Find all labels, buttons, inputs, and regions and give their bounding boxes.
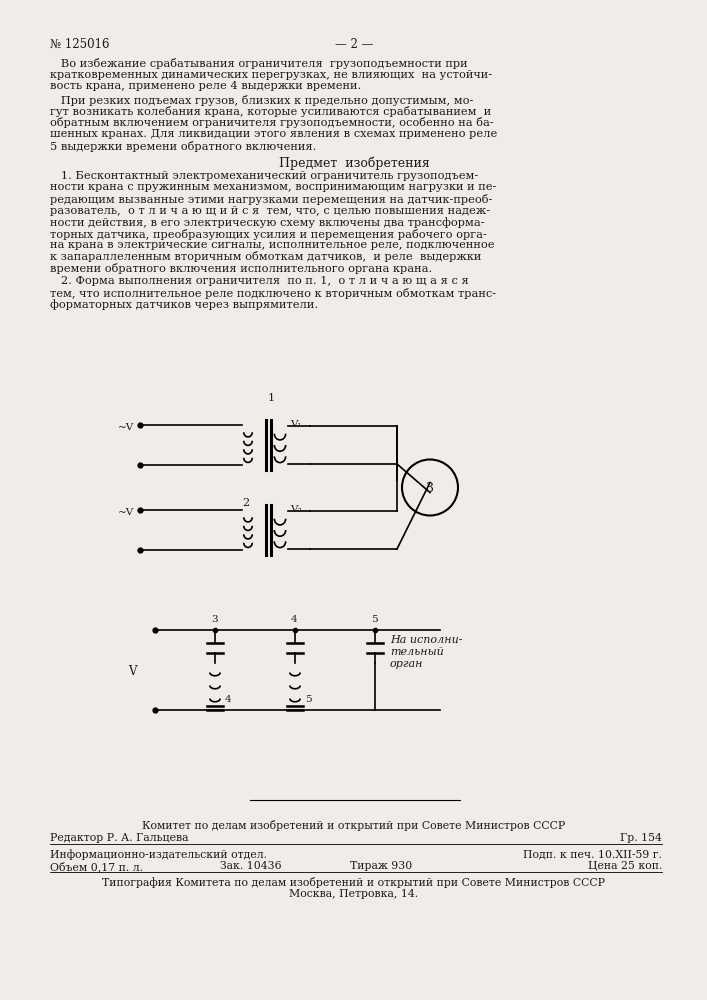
- Text: № 125016: № 125016: [50, 38, 110, 51]
- Text: Москва, Петровка, 14.: Москва, Петровка, 14.: [289, 889, 419, 899]
- Text: ~V: ~V: [118, 508, 134, 517]
- Text: При резких подъемах грузов, близких к предельно допустимым, мо-: При резких подъемах грузов, близких к пр…: [50, 95, 474, 105]
- Text: Тираж 930: Тираж 930: [350, 861, 412, 871]
- Text: форматорных датчиков через выпрямители.: форматорных датчиков через выпрямители.: [50, 300, 318, 310]
- Text: 5: 5: [305, 695, 312, 704]
- Text: — 2 —: — 2 —: [335, 38, 373, 51]
- Text: V₂: V₂: [290, 505, 302, 514]
- Text: гут возникать колебания крана, которые усиливаются срабатыванием  и: гут возникать колебания крана, которые у…: [50, 106, 491, 117]
- Text: Типография Комитета по делам изобретений и открытий при Совете Министров СССР: Типография Комитета по делам изобретений…: [103, 877, 605, 888]
- Text: кратковременных динамических перегрузках, не влияющих  на устойчи-: кратковременных динамических перегрузках…: [50, 70, 492, 80]
- Text: шенных кранах. Для ликвидации этого явления в схемах применено реле: шенных кранах. Для ликвидации этого явле…: [50, 129, 497, 139]
- Text: 5: 5: [371, 615, 378, 624]
- Text: 1: 1: [268, 393, 275, 403]
- Text: V₁: V₁: [290, 420, 302, 429]
- Text: 3: 3: [211, 615, 218, 624]
- Text: Зак. 10436: Зак. 10436: [220, 861, 281, 871]
- Text: тем, что исполнительное реле подключено к вторичным обмоткам транс-: тем, что исполнительное реле подключено …: [50, 288, 496, 299]
- Text: тельный: тельный: [390, 647, 444, 657]
- Text: орган: орган: [390, 659, 423, 669]
- Text: Подп. к печ. 10.XII-59 г.: Подп. к печ. 10.XII-59 г.: [523, 849, 662, 859]
- Text: на крана в электрические сигналы, исполнительное реле, подключенное: на крана в электрические сигналы, исполн…: [50, 240, 494, 250]
- Text: редающим вызванные этими нагрузками перемещения на датчик-преоб-: редающим вызванные этими нагрузками пере…: [50, 194, 492, 205]
- Text: вость крана, применено реле 4 выдержки времени.: вость крана, применено реле 4 выдержки в…: [50, 81, 361, 91]
- Text: Цена 25 коп.: Цена 25 коп.: [588, 861, 662, 871]
- Text: к запараллеленным вторичным обмоткам датчиков,  и реле  выдержки: к запараллеленным вторичным обмоткам дат…: [50, 251, 481, 262]
- Text: ности действия, в его электрическую схему включены два трансформа-: ности действия, в его электрическую схем…: [50, 217, 484, 228]
- Text: торных датчика, преобразующих усилия и перемещения рабочего орга-: торных датчика, преобразующих усилия и п…: [50, 229, 487, 239]
- Text: ности крана с пружинным механизмом, воспринимающим нагрузки и пе-: ности крана с пружинным механизмом, восп…: [50, 182, 496, 192]
- Text: 4: 4: [291, 615, 298, 624]
- Text: 2: 2: [242, 498, 249, 508]
- Text: Объем 0,17 п. л.: Объем 0,17 п. л.: [50, 861, 143, 872]
- Text: 1. Бесконтактный электромеханический ограничитель грузоподъем-: 1. Бесконтактный электромеханический огр…: [50, 171, 478, 181]
- Text: 5 выдержки времени обратного включения.: 5 выдержки времени обратного включения.: [50, 140, 316, 151]
- Text: 4: 4: [225, 695, 232, 704]
- Text: ~V: ~V: [118, 423, 134, 432]
- Text: 2. Форма выполнения ограничителя  по п. 1,  о т л и ч а ю щ а я с я: 2. Форма выполнения ограничителя по п. 1…: [50, 276, 469, 286]
- Text: Во избежание срабатывания ограничителя  грузоподъемности при: Во избежание срабатывания ограничителя г…: [50, 58, 467, 69]
- Text: разователь,  о т л и ч а ю щ и й с я  тем, что, с целью повышения надеж-: разователь, о т л и ч а ю щ и й с я тем,…: [50, 206, 490, 216]
- Text: времени обратного включения исполнительного органа крана.: времени обратного включения исполнительн…: [50, 263, 432, 274]
- Text: 3: 3: [426, 483, 434, 495]
- Text: Редактор Р. А. Гальцева: Редактор Р. А. Гальцева: [50, 833, 189, 843]
- Text: обратным включением ограничителя грузоподъемности, особенно на ба-: обратным включением ограничителя грузопо…: [50, 117, 493, 128]
- Text: Комитет по делам изобретений и открытий при Совете Министров СССР: Комитет по делам изобретений и открытий …: [142, 820, 566, 831]
- Text: Предмет  изобретения: Предмет изобретения: [279, 157, 429, 170]
- Text: Гр. 154: Гр. 154: [620, 833, 662, 843]
- Text: V: V: [128, 665, 136, 678]
- Text: Информационно-издательский отдел.: Информационно-издательский отдел.: [50, 849, 267, 860]
- Text: На исполни-: На исполни-: [390, 635, 462, 645]
